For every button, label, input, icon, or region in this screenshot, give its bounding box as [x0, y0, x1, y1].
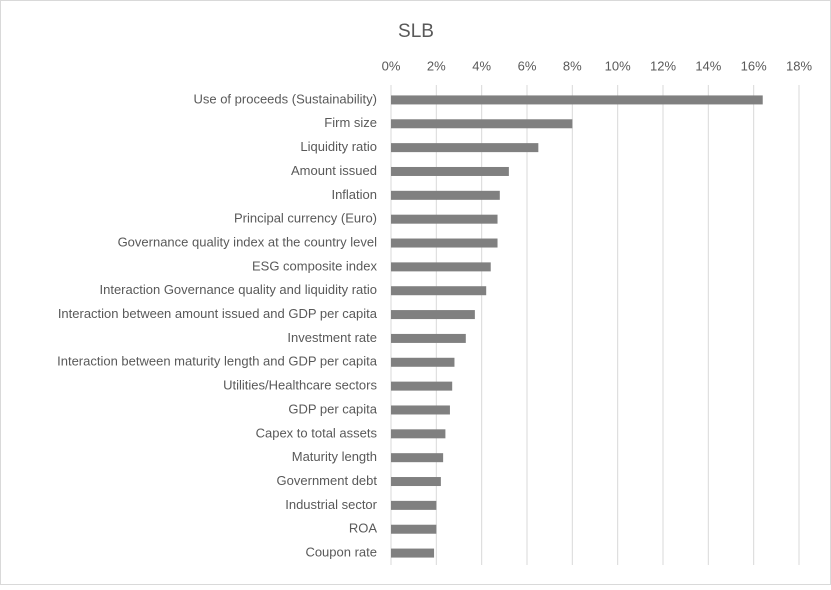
bar [391, 143, 539, 153]
y-tick-label: Amount issued [291, 163, 377, 178]
y-tick-label: Investment rate [287, 330, 377, 345]
y-tick-label: ESG composite index [252, 258, 378, 273]
y-tick-label: Government debt [277, 473, 378, 488]
bar [391, 548, 435, 558]
bar [391, 166, 509, 176]
x-tick-label: 2% [427, 58, 446, 73]
bar [391, 238, 498, 248]
bar [391, 357, 455, 367]
y-tick-label: Principal currency (Euro) [234, 211, 377, 226]
bar [391, 405, 450, 415]
bar [391, 190, 500, 200]
y-tick-label: Interaction between amount issued and GD… [58, 306, 378, 321]
y-tick-label: Liquidity ratio [300, 139, 377, 154]
x-tick-label: 16% [741, 58, 767, 73]
y-tick-label: Inflation [331, 187, 377, 202]
y-tick-label: Firm size [324, 115, 377, 130]
x-tick-label: 12% [650, 58, 676, 73]
bar [391, 286, 487, 296]
y-tick-label: Interaction Governance quality and liqui… [100, 282, 378, 297]
bar [391, 524, 437, 534]
y-tick-label: Interaction between maturity length and … [57, 354, 378, 369]
x-tick-label: 0% [382, 58, 401, 73]
y-tick-label: GDP per capita [288, 401, 377, 416]
x-tick-label: 14% [695, 58, 721, 73]
y-tick-label: Maturity length [292, 449, 377, 464]
y-tick-label: Governance quality index at the country … [118, 234, 378, 249]
bar [391, 119, 573, 129]
x-tick-label: 4% [472, 58, 491, 73]
chart-title: SLB [398, 21, 434, 42]
bar [391, 95, 763, 105]
x-tick-label: 8% [563, 58, 582, 73]
x-tick-label: 18% [786, 58, 812, 73]
y-tick-label: Use of proceeds (Sustainability) [193, 91, 377, 106]
x-tick-label: 10% [605, 58, 631, 73]
y-tick-label: Industrial sector [285, 497, 377, 512]
bar [391, 429, 446, 439]
y-tick-label: Capex to total assets [256, 425, 378, 440]
bar [391, 477, 441, 487]
y-tick-label: Coupon rate [305, 545, 377, 560]
bar [391, 500, 437, 510]
bar [391, 453, 444, 463]
bar [391, 310, 475, 320]
x-tick-label: 6% [518, 58, 537, 73]
bar [391, 262, 491, 272]
bar [391, 214, 498, 224]
y-tick-label: Utilities/Healthcare sectors [223, 378, 377, 393]
y-tick-label: ROA [349, 521, 378, 536]
bar [391, 333, 466, 343]
bar [391, 381, 453, 391]
